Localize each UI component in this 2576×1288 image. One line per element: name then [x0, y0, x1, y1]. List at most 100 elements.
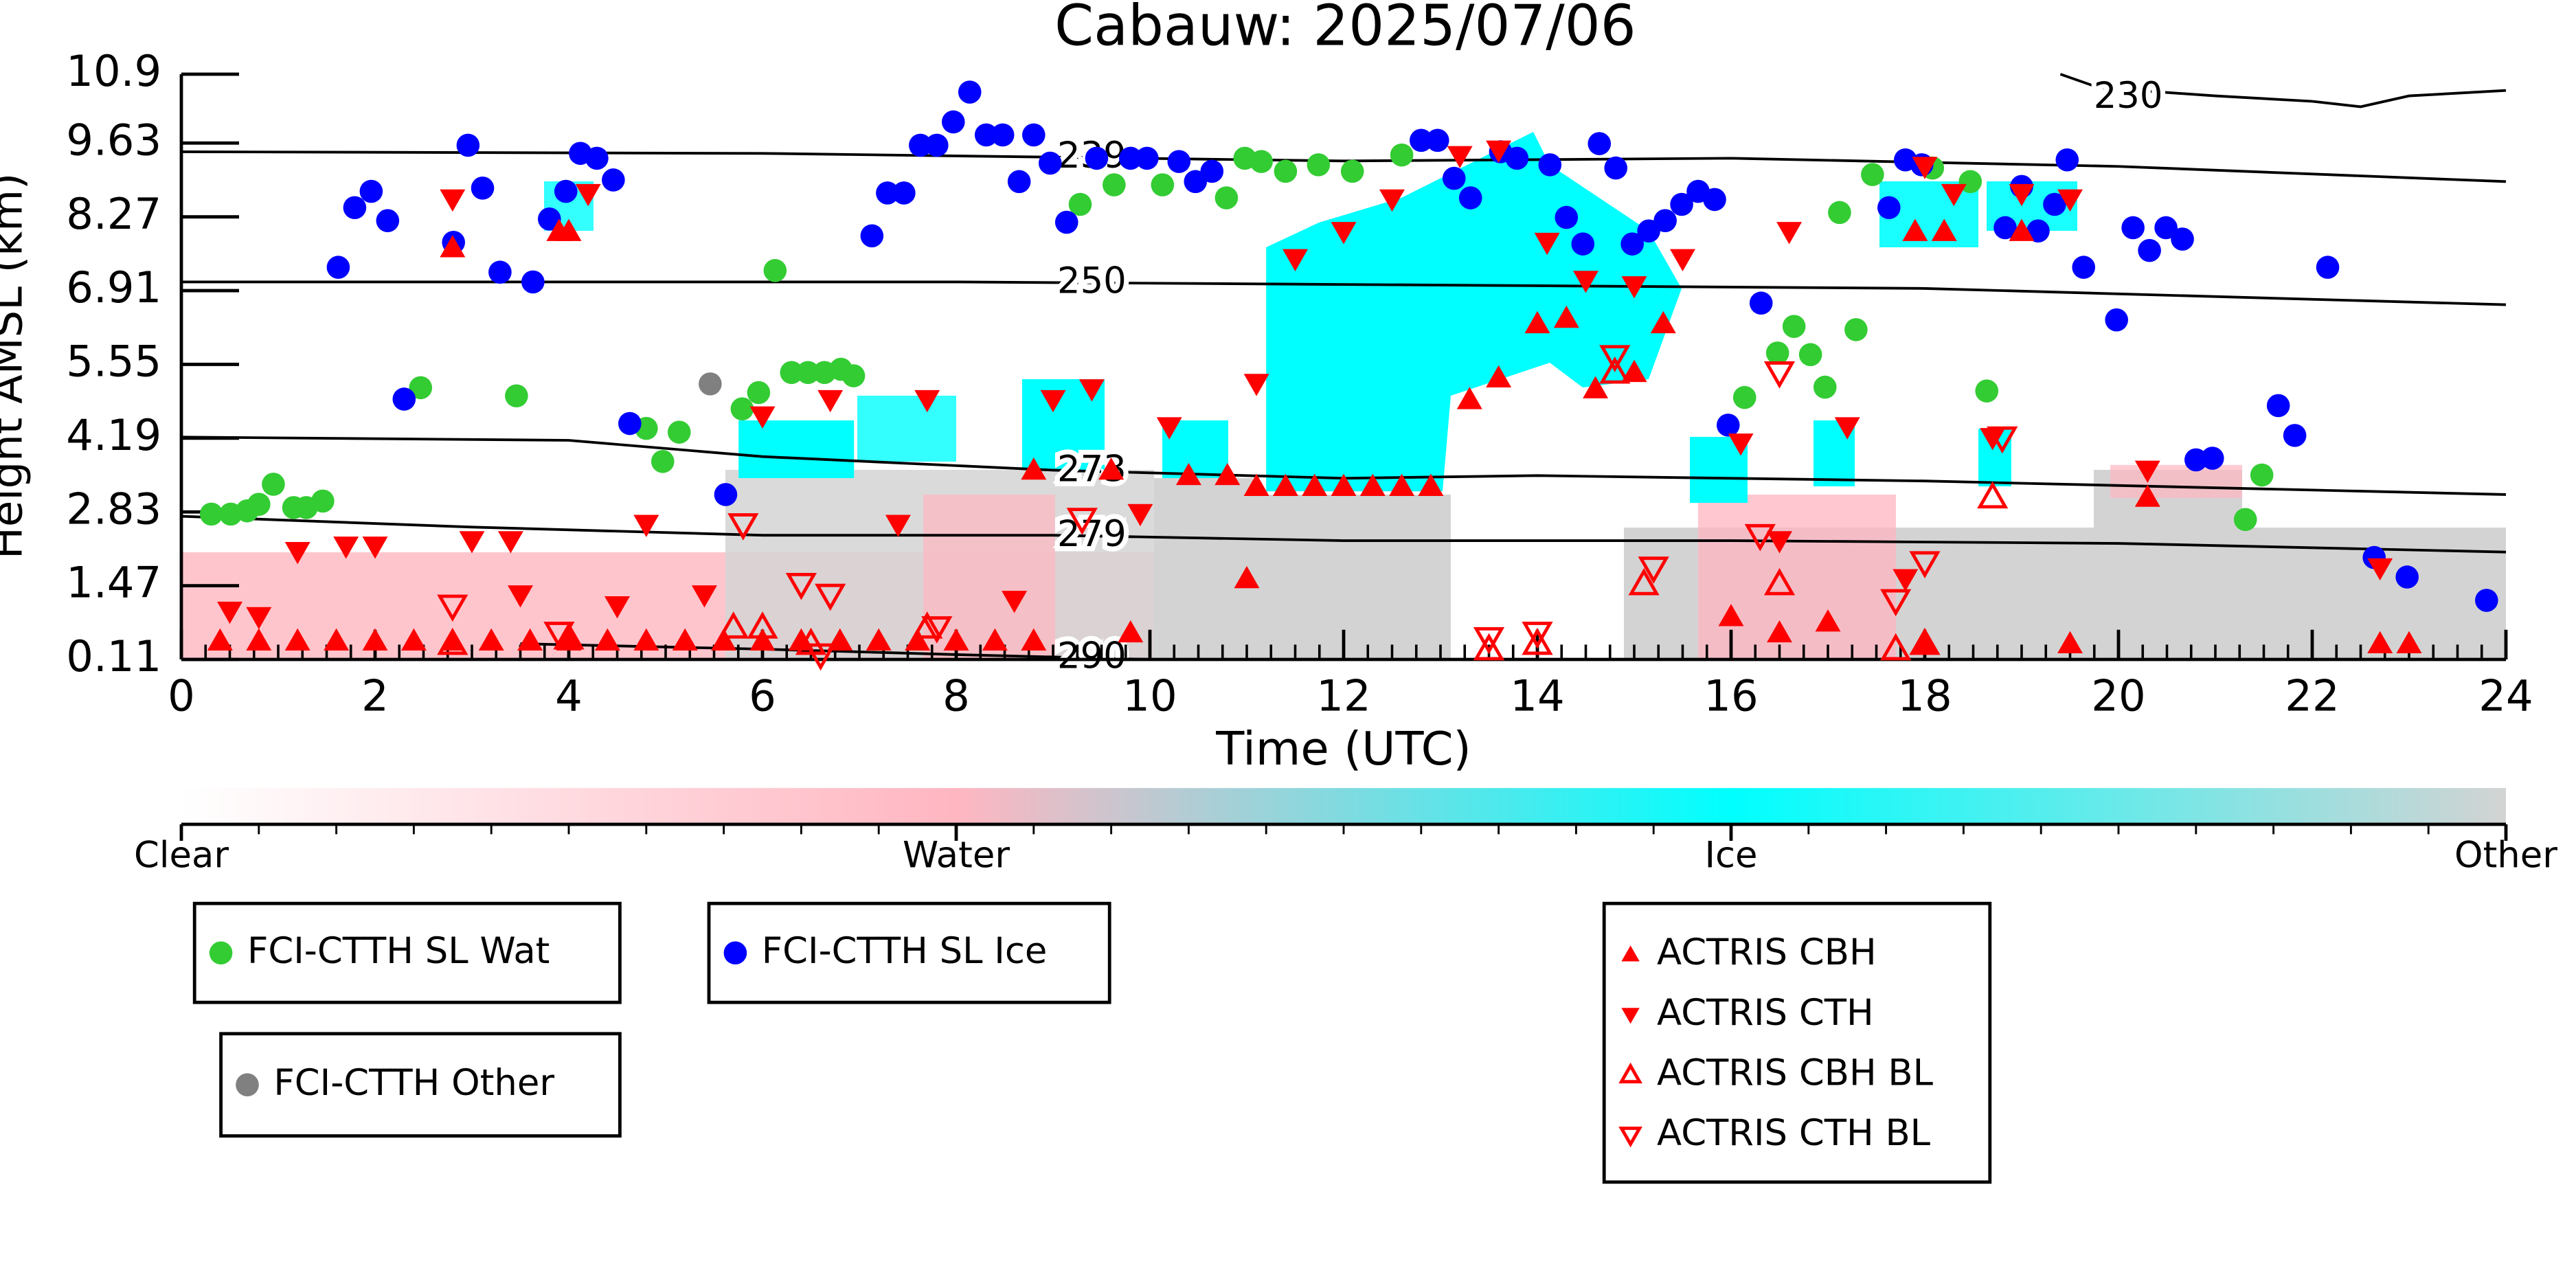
y-tick-label: 2.83 [66, 484, 161, 534]
data-point [1040, 389, 1066, 413]
data-point [2154, 216, 2178, 240]
data-point [1670, 192, 1693, 216]
data-point [691, 585, 717, 608]
data-point [1555, 205, 1579, 229]
data-point [718, 611, 749, 639]
data-point [1573, 271, 1598, 293]
data-point [1214, 462, 1241, 486]
data-point [1156, 417, 1182, 440]
x-tick-label: 6 [749, 671, 776, 721]
data-point [1987, 426, 2018, 454]
data-point [594, 628, 620, 651]
data-point [633, 515, 659, 537]
data-point [1151, 173, 1175, 196]
data-point [1583, 376, 1609, 398]
data-point [1776, 222, 1803, 245]
data-point [1538, 153, 1562, 177]
data-point [2475, 589, 2498, 612]
data-point [1418, 473, 1444, 496]
data-point [1389, 473, 1415, 496]
colorbar-label: Other [2454, 835, 2557, 877]
data-point [497, 531, 523, 554]
data-point [2250, 463, 2274, 487]
data-point [1716, 414, 1740, 437]
colorbar: Clear Water Ice Other [134, 788, 2557, 877]
data-point [2233, 508, 2257, 532]
data-point [1175, 462, 1201, 486]
x-tick-label: 0 [168, 671, 195, 721]
x-tick-label: 24 [2478, 671, 2533, 721]
contours: 230239250273279290 [181, 70, 2507, 682]
legend-box [1602, 901, 1992, 1184]
y-tick-label: 8.27 [66, 189, 161, 239]
data-point [815, 583, 846, 611]
cloud-classification [181, 132, 2506, 659]
data-point [1763, 361, 1796, 389]
contour-label: 279 [1057, 513, 1127, 555]
y-tick-label: 4.19 [66, 410, 161, 460]
data-point [217, 601, 242, 624]
contour-label: 250 [1057, 260, 1127, 302]
data-point [1486, 140, 1512, 163]
data-point [618, 411, 642, 436]
data-point [1975, 379, 1999, 403]
x-tick-label: 4 [555, 671, 583, 721]
data-point [1912, 631, 1938, 653]
data-point [1456, 387, 1482, 409]
data-point [1442, 166, 1466, 190]
data-point [1359, 473, 1386, 496]
data-point [437, 627, 468, 655]
data-point [359, 179, 383, 203]
data-point [1167, 150, 1191, 173]
data-point [943, 628, 969, 651]
data-point [941, 110, 965, 134]
data-point [2395, 565, 2419, 589]
data-point [2026, 219, 2050, 243]
data-point [780, 361, 804, 385]
data-point [1571, 232, 1595, 256]
data-point [1200, 159, 1224, 183]
data-point [1302, 473, 1328, 496]
data-point [2367, 558, 2393, 581]
data-point [1274, 159, 1298, 183]
x-tick-label: 12 [1316, 671, 1370, 721]
data-point [2043, 192, 2066, 216]
data-point [1909, 627, 1941, 655]
contour-label: 239 [1057, 135, 1127, 177]
points [199, 80, 2498, 671]
data-point [804, 643, 837, 671]
colorbar-label: Water [903, 835, 1010, 877]
contour-label: 290 [1057, 635, 1127, 677]
data-point [575, 183, 601, 207]
data-point [1127, 504, 1153, 527]
data-point [1728, 433, 1754, 456]
data-point [1980, 428, 2006, 451]
data-point [2009, 218, 2035, 241]
data-point [1085, 146, 1109, 170]
data-point [284, 628, 310, 651]
data-point [1620, 232, 1644, 256]
data-point [1877, 196, 1901, 220]
data-point [1486, 365, 1512, 388]
y-tick-label: 10.9 [66, 46, 161, 96]
data-point [991, 123, 1015, 147]
legend-marker [1618, 1127, 1642, 1148]
data-point [1880, 633, 1912, 661]
legend-marker [1618, 1062, 1642, 1084]
data-point [1534, 232, 1560, 256]
data-point [409, 376, 433, 400]
data-point [727, 513, 759, 541]
data-point [1767, 620, 1792, 643]
data-point [2057, 631, 2083, 653]
data-point [1765, 341, 1789, 365]
data-point [605, 596, 630, 619]
data-point [958, 80, 982, 104]
legend-marker [236, 1073, 259, 1096]
data-point [1599, 345, 1631, 372]
data-point [376, 209, 400, 232]
data-point [1331, 222, 1357, 245]
data-point [1893, 569, 1919, 591]
data-point [1473, 633, 1505, 661]
contour-line [181, 280, 2507, 306]
